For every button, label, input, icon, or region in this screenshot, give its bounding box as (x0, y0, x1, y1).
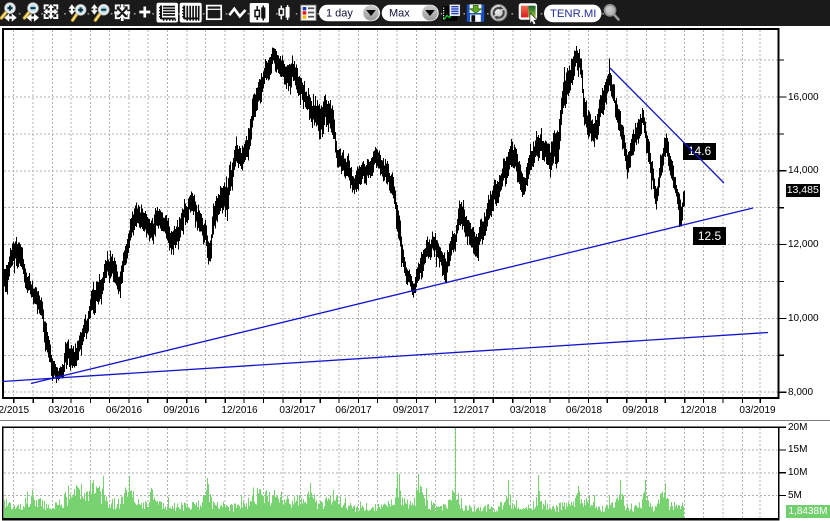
svg-text:Max: Max (389, 7, 410, 19)
svg-text:1 day: 1 day (326, 7, 353, 19)
svg-text:TENR.MI: TENR.MI (550, 8, 596, 20)
